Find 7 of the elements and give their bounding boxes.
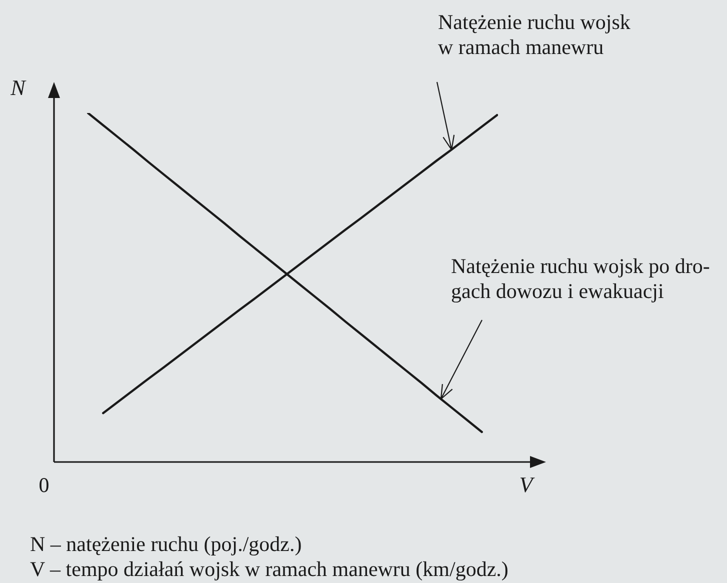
text: V – tempo działań wojsk w ramach manewru (km/godz.) (30, 557, 508, 581)
y-axis-title: N (10, 75, 27, 100)
text: N – natężenie ruchu (poj./godz.) (30, 532, 302, 556)
text: 0 (38, 473, 50, 497)
text: Natężenie ruchu wojsk w ramach manewru (438, 10, 631, 59)
x-axis-title: V (519, 472, 536, 497)
annotation: Natężenie ruchu wojsk po dro-gach dowozu i ewakuacji (451, 254, 710, 303)
